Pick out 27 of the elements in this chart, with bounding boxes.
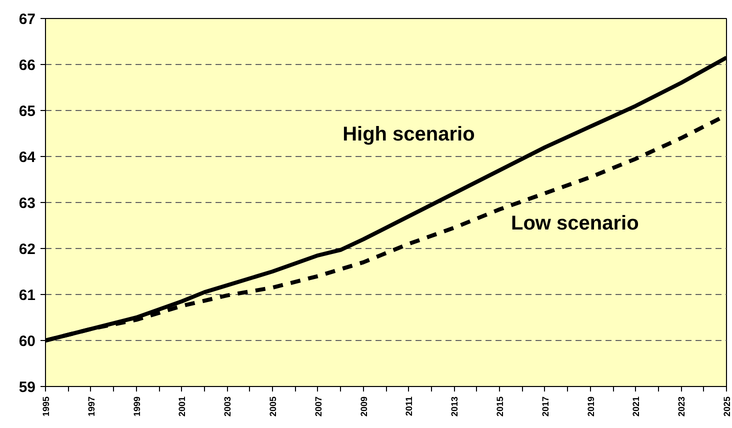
y-tick-label: 67: [18, 11, 36, 28]
x-tick-label: 1999: [132, 396, 142, 417]
x-tick-label: 2019: [586, 396, 596, 417]
x-tick-label: 2021: [631, 396, 642, 417]
y-tick-label: 64: [18, 149, 36, 166]
y-tick-label: 61: [18, 287, 36, 304]
series-label: Low scenario: [510, 212, 639, 234]
y-tick-label: 63: [18, 195, 36, 212]
x-tick-label: 2017: [540, 396, 550, 417]
y-tick-label: 66: [18, 57, 36, 74]
x-tick-label: 2009: [358, 396, 369, 417]
series-label: High scenario: [342, 123, 475, 146]
x-tick-label: 2015: [495, 396, 505, 417]
x-tick-label: 2003: [222, 396, 233, 417]
x-tick-label: 2023: [676, 396, 687, 417]
y-tick-label: 59: [18, 379, 36, 396]
x-tick-label: 2013: [450, 396, 460, 417]
y-tick-label: 65: [18, 103, 36, 120]
x-tick-label: 2025: [722, 396, 732, 417]
x-tick-label: 2007: [313, 396, 324, 417]
x-tick-label: 2001: [177, 396, 188, 417]
x-tick-label: 2005: [268, 396, 278, 417]
x-tick-label: 2011: [404, 396, 414, 416]
x-tick-label: 1995: [41, 396, 51, 417]
y-tick-label: 60: [18, 333, 36, 350]
y-tick-label: 62: [18, 241, 36, 258]
x-tick-label: 1997: [86, 396, 96, 417]
